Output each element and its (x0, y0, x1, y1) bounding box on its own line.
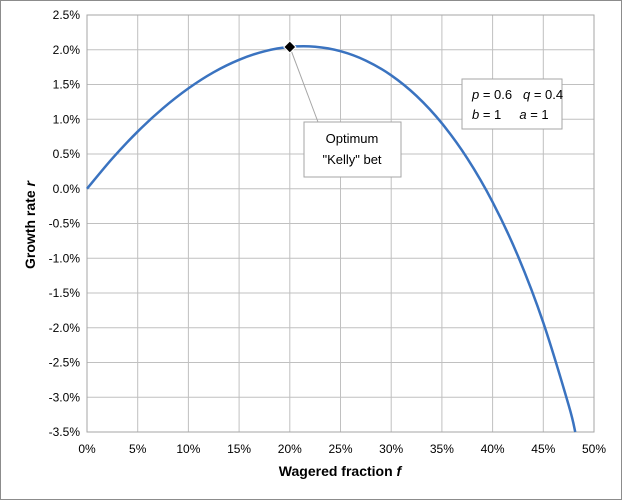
x-tick-label-6: 30% (379, 442, 403, 456)
optimum-label-line1: Optimum (326, 131, 379, 146)
params-line1: p = 0.6 q = 0.4 (471, 87, 563, 102)
x-tick-label-1: 5% (129, 442, 147, 456)
x-tick-label-10: 50% (582, 442, 606, 456)
params-box: p = 0.6 q = 0.4 b = 1 a = 1 (461, 78, 563, 130)
plot-area-border (86, 14, 595, 433)
y-tick-label-3: 1.0% (53, 112, 81, 126)
optimum-callout-box (303, 121, 402, 178)
params-box-frame (461, 78, 563, 130)
growth-rate-line (86, 45, 577, 433)
param-a-symbol: a (519, 107, 526, 122)
param-p-symbol: p (471, 87, 479, 102)
x-tick-label-0: 0% (78, 442, 96, 456)
grid (86, 14, 595, 433)
y-tick-label-4: 0.5% (53, 147, 81, 161)
y-tick-label-10: -2.5% (49, 356, 81, 370)
y-tick-label-0: 2.5% (53, 8, 81, 22)
optimum-label-line2: "Kelly" bet (322, 152, 381, 167)
x-tick-label-3: 15% (227, 442, 251, 456)
x-tick-label-5: 25% (328, 442, 352, 456)
x-tick-labels: 0% 5% 10% 15% 20% 25% 30% 35% 40% 45% 50% (78, 442, 606, 456)
param-a-value: = 1 (527, 107, 549, 122)
x-axis-title: Wagered fraction f (279, 463, 403, 479)
y-tick-label-11: -3.0% (49, 390, 81, 404)
x-axis-title-text: Wagered fraction (279, 463, 397, 479)
y-tick-labels: 2.5% 2.0% 1.5% 1.0% 0.5% 0.0% -0.5% -1.0% -1.5% -… (49, 8, 81, 439)
param-b-symbol: b (472, 107, 479, 122)
x-tick-label-8: 40% (481, 442, 505, 456)
param-q-value: = 0.4 (530, 87, 563, 102)
params-line2: b = 1 a = 1 (472, 107, 549, 122)
x-tick-label-7: 35% (430, 442, 454, 456)
x-tick-label-9: 45% (531, 442, 555, 456)
y-tick-label-6: -0.5% (49, 217, 81, 231)
y-axis-title: Growth rate r (22, 179, 38, 268)
param-b-value: = 1 (479, 107, 519, 122)
y-axis-title-text: Growth rate (22, 186, 38, 268)
y-tick-label-12: -3.5% (49, 425, 81, 439)
y-tick-label-9: -2.0% (49, 321, 81, 335)
x-tick-label-4: 20% (278, 442, 302, 456)
y-axis-variable: r (22, 179, 38, 186)
param-q-symbol: q (523, 87, 531, 102)
optimum-callout: Optimum "Kelly" bet (303, 121, 402, 178)
x-tick-label-2: 10% (176, 442, 200, 456)
y-tick-label-8: -1.5% (49, 286, 81, 300)
optimum-callout-line (289, 46, 319, 123)
x-axis-variable: f (397, 463, 403, 479)
y-tick-label-7: -1.0% (49, 251, 81, 265)
y-tick-label-5: 0.0% (53, 182, 81, 196)
param-p-value: = 0.6 (479, 87, 523, 102)
y-tick-label-2: 1.5% (53, 78, 81, 92)
kelly-optimum-marker (283, 40, 297, 54)
y-tick-label-1: 2.0% (53, 43, 81, 57)
